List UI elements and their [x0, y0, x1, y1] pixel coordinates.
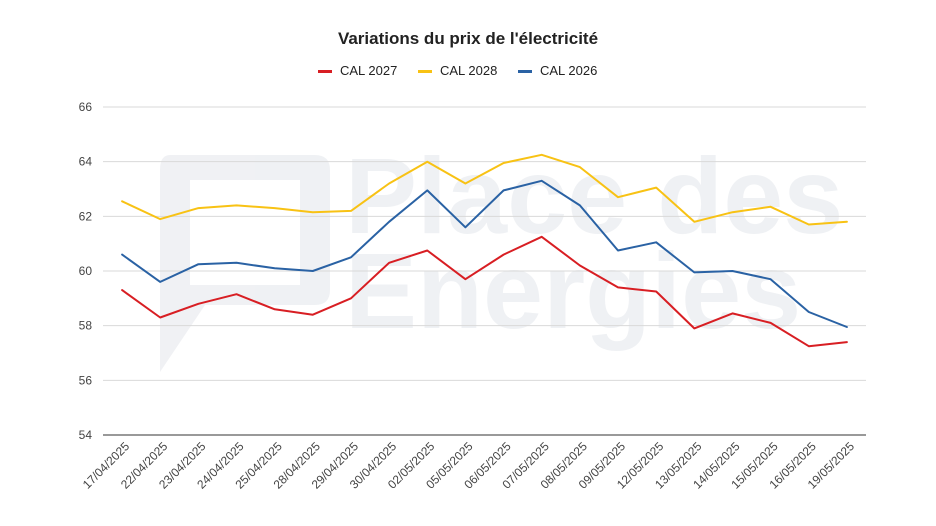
y-tick-label: 56 [79, 373, 93, 387]
y-tick-label: 62 [79, 209, 93, 223]
gridlines [103, 106, 866, 436]
watermark: Place des Energies [160, 135, 843, 372]
series-line [121, 235, 848, 348]
y-axis: 54 56 58 60 62 64 66 [79, 100, 93, 442]
legend-label: CAL 2027 [340, 63, 397, 78]
series-line [121, 179, 848, 328]
y-tick-label: 60 [79, 264, 93, 278]
chart-title: Variations du prix de l'électricité [338, 29, 598, 48]
legend-swatch [318, 70, 332, 73]
legend-label: CAL 2026 [540, 63, 597, 78]
watermark-line1: Place des [345, 135, 843, 256]
y-tick-label: 58 [79, 319, 93, 333]
watermark-line2: Energies [345, 230, 801, 351]
y-tick-label: 54 [79, 428, 93, 442]
legend: CAL 2027 CAL 2028 CAL 2026 [318, 63, 597, 78]
series-line [121, 153, 848, 226]
y-tick-label: 66 [79, 100, 93, 114]
x-axis: 17/04/202522/04/202523/04/202524/04/2025… [80, 439, 857, 492]
legend-swatch [518, 70, 532, 73]
legend-swatch [418, 70, 432, 73]
y-tick-label: 64 [79, 155, 93, 169]
watermark-logo-icon [160, 155, 330, 372]
series-lines [121, 153, 848, 348]
legend-label: CAL 2028 [440, 63, 497, 78]
